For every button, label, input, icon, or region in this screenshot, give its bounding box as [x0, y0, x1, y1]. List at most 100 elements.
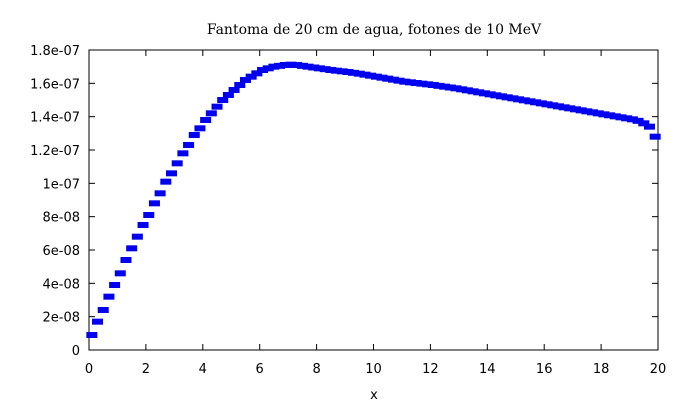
data-point — [296, 62, 308, 69]
data-point — [382, 75, 394, 82]
data-point — [575, 107, 587, 114]
data-point — [120, 257, 132, 263]
data-point — [217, 97, 229, 103]
data-point — [92, 318, 104, 325]
data-point — [569, 106, 581, 113]
y-tick-label: 6e-08 — [42, 244, 80, 259]
data-point — [177, 150, 189, 157]
data-point — [558, 104, 570, 111]
x-tick-label: 20 — [650, 362, 667, 377]
data-point — [285, 61, 297, 68]
data-point — [251, 70, 263, 77]
data-point — [103, 293, 115, 300]
data-point — [336, 68, 348, 75]
data-point — [331, 67, 343, 74]
data-point — [160, 178, 172, 185]
y-tick-label: 1.8e-07 — [30, 44, 80, 59]
y-tick-label: 1.6e-07 — [30, 77, 80, 92]
data-point — [581, 108, 593, 115]
data-point — [501, 94, 513, 101]
data-point — [200, 117, 212, 123]
data-point — [137, 222, 149, 228]
data-point — [279, 62, 291, 68]
data-series — [86, 61, 661, 338]
data-point — [205, 110, 217, 117]
data-point — [126, 245, 138, 252]
data-point — [234, 82, 246, 88]
data-point — [587, 109, 599, 116]
x-axis-label: x — [370, 388, 378, 403]
data-point — [211, 103, 223, 110]
y-tick-label: 0 — [72, 344, 80, 359]
data-point — [183, 142, 195, 148]
data-point — [148, 200, 160, 207]
data-point — [609, 113, 621, 120]
data-point — [194, 125, 206, 132]
data-point — [171, 160, 183, 167]
data-point — [274, 62, 286, 69]
data-point — [404, 79, 416, 86]
x-axis: 0 2 4 6 8 10 12 14 16 18 20 — [85, 50, 666, 377]
data-point — [365, 72, 377, 79]
data-point — [222, 92, 234, 98]
y-tick-label: 2e-08 — [42, 311, 80, 326]
data-point — [239, 77, 251, 83]
data-point — [530, 99, 542, 106]
data-point — [632, 117, 644, 124]
data-point — [109, 282, 121, 288]
data-point — [478, 90, 490, 97]
data-point — [416, 80, 428, 87]
y-tick-label: 1.4e-07 — [30, 111, 80, 126]
data-point — [228, 87, 240, 93]
data-point — [370, 73, 382, 80]
data-point — [393, 77, 405, 84]
data-point — [376, 74, 388, 81]
data-point — [387, 76, 399, 83]
data-point — [513, 96, 525, 103]
data-point — [507, 95, 519, 102]
data-point — [348, 69, 360, 76]
data-point — [433, 82, 445, 89]
data-point — [86, 332, 98, 338]
x-tick-label: 18 — [593, 362, 610, 377]
data-point — [257, 67, 269, 73]
data-point — [535, 100, 547, 107]
x-tick-label: 16 — [536, 362, 553, 377]
y-tick-label: 1e-07 — [42, 177, 80, 192]
data-point — [552, 103, 564, 110]
data-point — [473, 89, 485, 96]
data-point — [399, 78, 411, 85]
data-point — [638, 120, 650, 127]
data-point — [649, 133, 661, 140]
data-point — [410, 80, 422, 86]
x-tick-label: 8 — [312, 362, 320, 377]
data-point — [643, 123, 655, 130]
data-point — [621, 115, 633, 122]
data-point — [97, 307, 109, 313]
data-point — [439, 83, 451, 90]
data-point — [313, 65, 325, 72]
data-point — [547, 102, 559, 109]
data-point — [461, 87, 473, 94]
data-point — [325, 67, 337, 73]
y-axis: 0 2e-08 4e-08 6e-08 8e-08 1e-07 1.2e-07 1.4e-07… — [30, 44, 658, 359]
data-point — [496, 93, 508, 100]
x-tick-label: 10 — [365, 362, 382, 377]
y-tick-label: 4e-08 — [42, 277, 80, 292]
chart-title: Fantoma de 20 cm de agua, fotones de 10 … — [207, 22, 542, 38]
data-point — [604, 112, 616, 119]
data-point — [456, 86, 468, 93]
data-point — [353, 70, 365, 77]
data-point — [422, 81, 434, 88]
data-point — [114, 270, 126, 277]
data-point — [450, 85, 462, 92]
x-tick-label: 4 — [199, 362, 207, 377]
data-point — [154, 190, 166, 197]
data-point — [166, 170, 178, 177]
y-tick-label: 1.2e-07 — [30, 144, 80, 159]
data-point — [143, 212, 155, 218]
plot-frame — [88, 49, 659, 351]
data-point — [359, 71, 371, 78]
x-tick-label: 14 — [479, 362, 496, 377]
